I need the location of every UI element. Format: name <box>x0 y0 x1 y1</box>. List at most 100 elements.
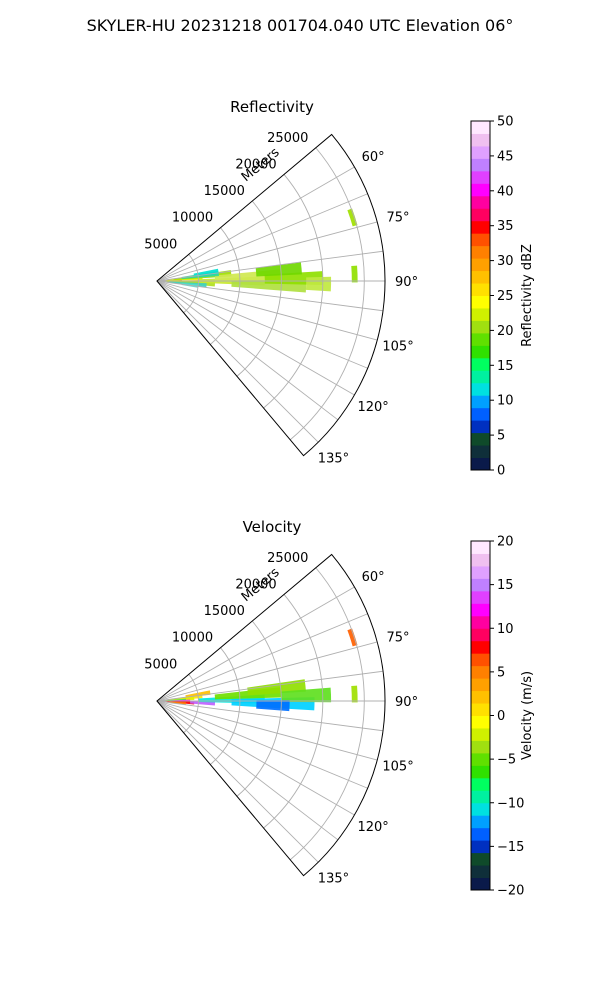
colorbar-swatch <box>471 270 490 284</box>
azimuth-gridline <box>156 250 384 282</box>
colorbar-swatch <box>471 852 490 866</box>
colorbar-swatch <box>471 245 490 259</box>
colorbar-tick-label: 15 <box>497 359 514 374</box>
colorbar-swatch <box>471 382 490 396</box>
colorbar-swatch <box>471 815 490 829</box>
colorbar-swatch <box>471 307 490 321</box>
colorbar-tick-label: 35 <box>497 219 514 234</box>
colorbar-swatch <box>471 727 490 741</box>
colorbar-tick-label: −15 <box>497 840 524 855</box>
colorbar-tick-label: −20 <box>497 884 524 899</box>
colorbar-swatch <box>471 827 490 841</box>
colorbar-swatch <box>471 565 490 579</box>
echo-cell <box>351 685 358 703</box>
colorbar-tick-label: −5 <box>497 753 516 768</box>
radial-tick-label: 5000 <box>144 237 177 252</box>
colorbar-swatch <box>471 640 490 654</box>
colorbar-label: Reflectivity dBZ <box>520 244 535 347</box>
azimuth-tick-label: 60° <box>362 570 385 585</box>
colorbar-swatch <box>471 541 490 554</box>
echo-cell <box>347 628 358 647</box>
azimuth-tick-label: 105° <box>382 760 413 775</box>
azimuth-tick-label: 135° <box>318 451 349 466</box>
colorbar-swatch <box>471 395 490 409</box>
colorbar-tick-label: 10 <box>497 394 514 409</box>
colorbar-tick-label: 0 <box>497 464 505 479</box>
colorbar-swatch <box>471 628 490 642</box>
azimuth-gridline <box>156 700 319 863</box>
azimuth-gridline <box>156 613 368 702</box>
azimuth-gridline <box>156 700 378 761</box>
colorbar-swatch <box>471 752 490 766</box>
colorbar-swatch <box>471 690 490 704</box>
radial-tick-label: 15000 <box>204 604 245 619</box>
colorbar-swatch <box>471 603 490 617</box>
colorbar-swatch <box>471 590 490 604</box>
radial-gridline <box>263 594 324 829</box>
radial-tick-label: 25000 <box>267 131 308 146</box>
colorbar-swatch <box>471 432 490 446</box>
radial-tick-label: 10000 <box>172 631 213 646</box>
colorbar-swatch <box>471 357 490 371</box>
echo-cell <box>193 268 219 277</box>
echo-cell <box>351 265 358 283</box>
colorbar-swatch <box>471 865 490 879</box>
azimuth-gridline <box>156 280 319 443</box>
colorbar-swatch <box>471 653 490 667</box>
echo-cell <box>347 208 358 227</box>
colorbar-swatch <box>471 195 490 209</box>
colorbar-tick-label: 20 <box>497 324 514 339</box>
echo-cell <box>255 262 302 277</box>
azimuth-gridline <box>156 586 355 702</box>
azimuth-tick-label: 120° <box>357 400 388 415</box>
azimuth-gridline <box>156 670 384 702</box>
colorbar-swatch <box>471 790 490 804</box>
colorbar-swatch <box>471 121 490 134</box>
colorbar-swatch <box>471 220 490 234</box>
colorbar-swatch <box>471 715 490 729</box>
azimuth-gridline <box>156 700 368 789</box>
azimuth-gridline <box>156 700 355 816</box>
colorbar-tick-label: 40 <box>497 184 514 199</box>
radial-tick-label: 5000 <box>144 657 177 672</box>
azimuth-gridline <box>156 700 384 732</box>
radial-tick-label: 15000 <box>204 184 245 199</box>
colorbar-tick-label: 50 <box>497 115 514 130</box>
azimuth-gridline <box>156 221 378 282</box>
azimuth-tick-label: 135° <box>318 871 349 886</box>
colorbar-tick-label: −10 <box>497 796 524 811</box>
azimuth-tick-label: 60° <box>362 150 385 165</box>
colorbar-tick-label: 45 <box>497 149 514 164</box>
colorbar-swatch <box>471 615 490 629</box>
radial-tick-label: 10000 <box>172 211 213 226</box>
colorbar-tick-label: 30 <box>497 254 514 269</box>
figure-title: SKYLER-HU 20231218 001704.040 UTC Elevat… <box>86 16 514 35</box>
colorbar-label: Velocity (m/s) <box>520 671 535 760</box>
echo-cell <box>280 687 332 703</box>
echo-cell <box>256 700 290 712</box>
radial-gridline <box>236 620 282 797</box>
colorbar-swatch <box>471 445 490 459</box>
azimuth-tick-label: 75° <box>387 630 410 645</box>
azimuth-gridline <box>156 280 339 421</box>
colorbar-swatch <box>471 457 490 471</box>
colorbar-swatch <box>471 258 490 272</box>
radial-tick-label: 20000 <box>235 577 276 592</box>
colorbar-swatch <box>471 320 490 334</box>
colorbar-tick-label: 0 <box>497 709 505 724</box>
panel-title: Velocity <box>243 518 302 536</box>
colorbar-swatch <box>471 295 490 309</box>
azimuth-tick-label: 120° <box>357 820 388 835</box>
colorbar-swatch <box>471 802 490 816</box>
colorbar-swatch <box>471 233 490 247</box>
colorbar-swatch <box>471 370 490 384</box>
colorbar-tick-label: 5 <box>497 429 505 444</box>
azimuth-tick-label: 90° <box>395 275 418 290</box>
azimuth-gridline <box>156 280 355 396</box>
azimuth-tick-label: 105° <box>382 340 413 355</box>
radial-gridline <box>289 567 365 861</box>
radial-gridline <box>289 147 365 441</box>
colorbar-swatch <box>471 553 490 567</box>
